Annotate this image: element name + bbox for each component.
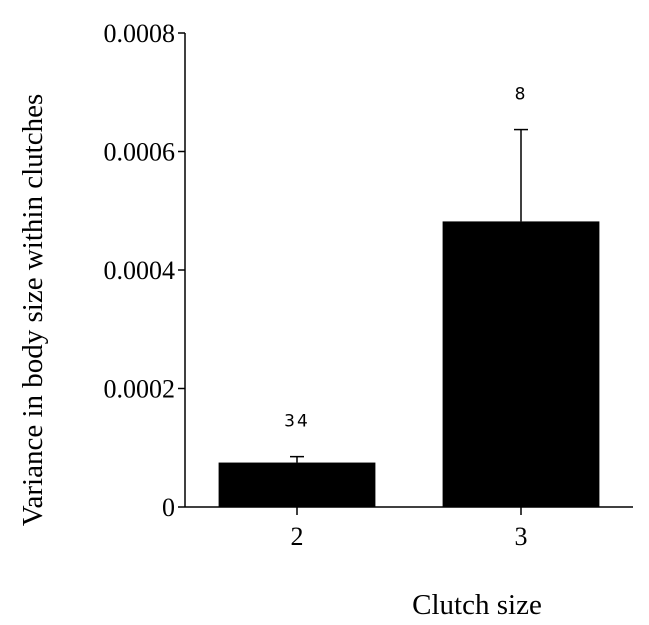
sample-size-label: 34: [284, 412, 310, 432]
y-tick-label: 0: [162, 493, 175, 522]
y-tick-label: 0.0002: [104, 375, 176, 404]
x-axis-title: Clutch size: [412, 589, 542, 621]
bar: [442, 221, 600, 508]
y-tick-label: 0.0006: [104, 138, 176, 167]
y-axis: 0 0.0002 0.0004 0.0006 0.0008: [104, 19, 186, 522]
x-tick-label: 2: [291, 522, 304, 551]
sample-size-label: 8: [515, 85, 528, 105]
bars: 34 8: [218, 85, 600, 508]
y-axis-title: Variance in body size within clutches: [17, 94, 49, 526]
bar: [218, 462, 376, 507]
y-tick-label: 0.0008: [104, 19, 176, 48]
y-tick-label: 0.0004: [104, 256, 176, 285]
x-tick-label: 3: [515, 522, 528, 551]
